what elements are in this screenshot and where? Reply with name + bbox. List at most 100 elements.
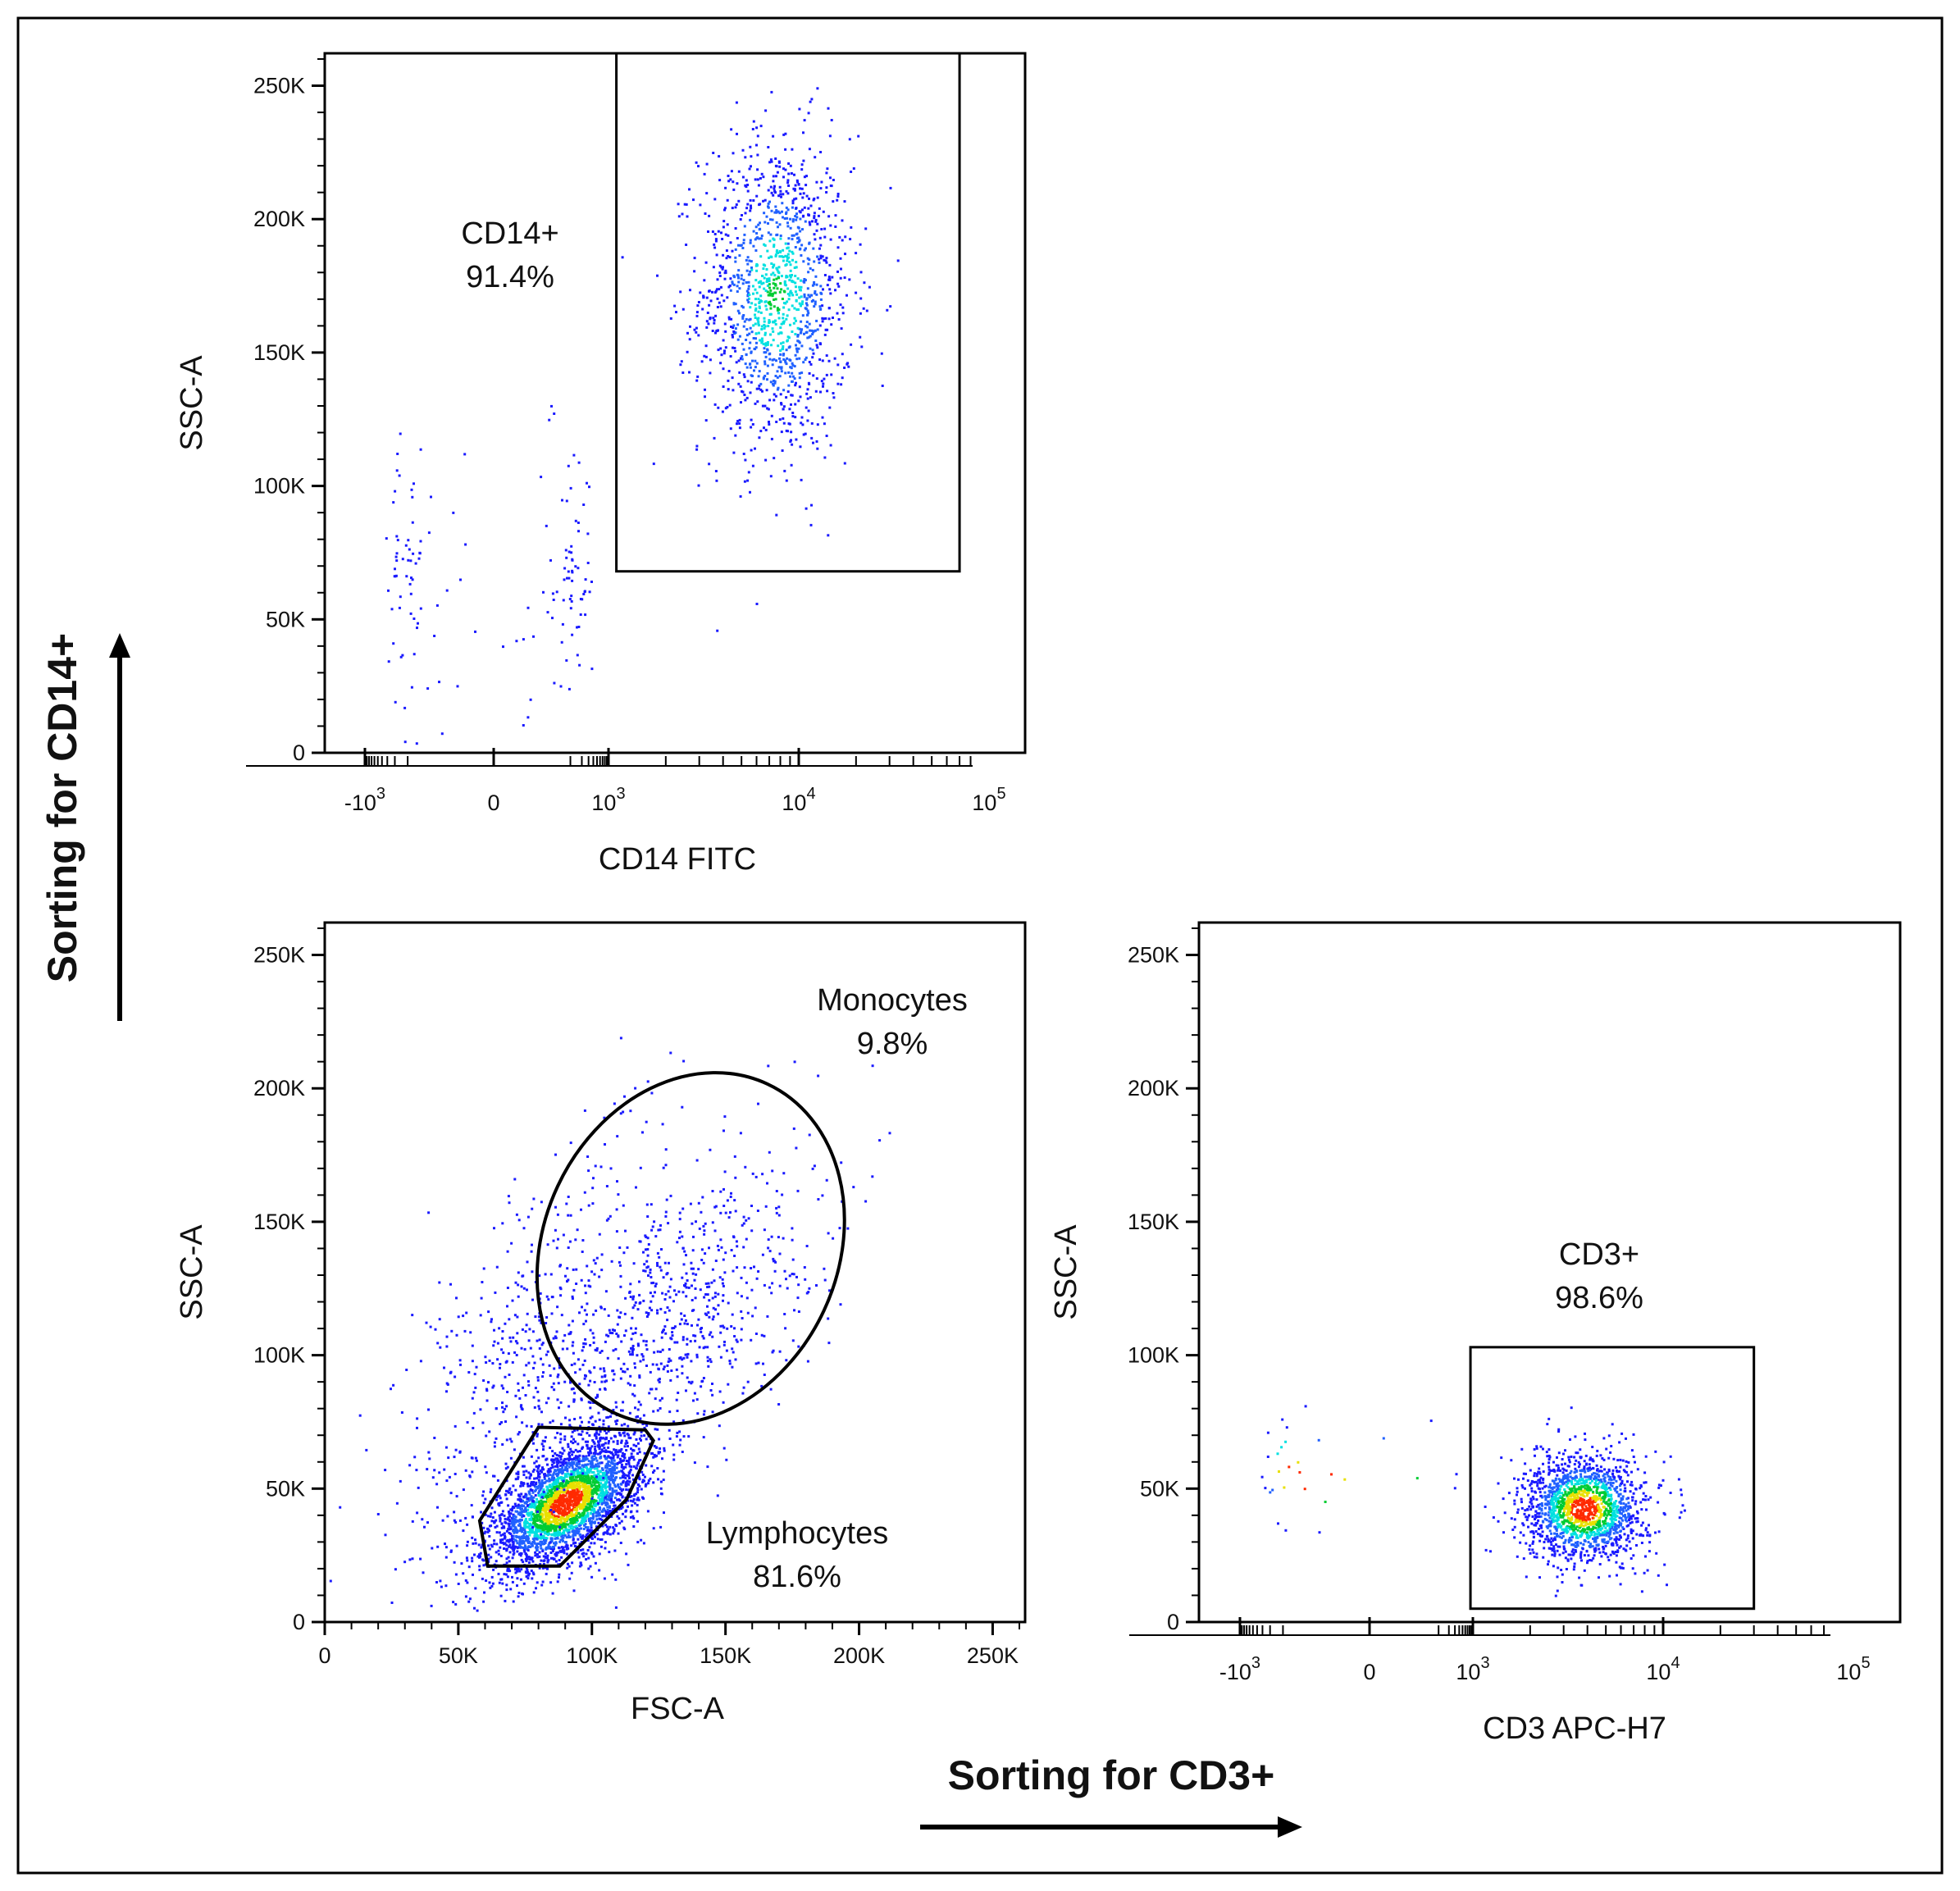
event-dot [825,191,828,194]
event-dot [540,1499,543,1502]
event-dot [558,1501,562,1504]
event-dot [636,1464,639,1467]
event-dot [640,1430,643,1433]
event-dot [805,302,808,305]
event-dot [526,1501,529,1503]
event-dot [559,1521,563,1524]
event-dot [731,280,734,284]
event-dot [571,633,574,636]
event-dot [530,1482,533,1485]
event-dot [772,1349,775,1352]
event-dot [569,1524,572,1528]
event-dot [595,1463,598,1466]
event-dot [563,1549,566,1552]
event-dot [818,207,821,210]
event-dot [823,456,827,459]
event-dot [759,125,763,128]
event-dot [756,236,759,239]
event-dot [528,1492,531,1496]
event-dot [741,317,745,320]
event-dot [607,1460,610,1464]
event-dot [522,1540,526,1543]
event-dot [453,1511,456,1514]
event-dot [749,490,751,494]
event-dot [804,220,807,223]
event-dot [396,539,399,542]
event-dot [564,1494,567,1497]
event-dot [738,335,741,338]
event-dot [577,1528,581,1531]
event-dot [739,218,742,221]
event-dot [551,1556,554,1560]
event-dot [547,1506,550,1510]
event-dot [555,1553,558,1556]
event-dot [524,1570,527,1574]
event-dot [657,1478,659,1481]
event-dot [819,298,823,301]
event-dot [576,1529,579,1533]
event-dot [785,317,788,321]
event-dot [540,1468,544,1471]
event-dot [610,1478,613,1481]
event-dot [777,271,781,275]
event-dot [760,282,763,285]
event-dot [603,1498,605,1501]
event-dot [613,1497,617,1500]
event-dot [583,1519,586,1522]
event-dot [576,1489,579,1492]
event-dot [556,1532,559,1535]
event-dot [609,1473,613,1476]
event-dot [506,1575,509,1579]
event-dot [754,288,757,291]
event-dot [523,1501,526,1505]
event-dot [769,185,773,189]
event-dot [532,635,535,638]
event-dot [577,1490,581,1493]
event-dot [780,288,783,291]
event-dot [555,1515,558,1518]
event-dot [551,1546,554,1549]
population-lymphocytes [430,1380,704,1612]
event-dot [500,1526,504,1529]
event-dot [570,1440,572,1443]
event-dot [788,294,791,297]
event-dot [570,1518,573,1520]
event-dot [598,1425,601,1429]
event-dot [783,469,786,472]
event-dot [736,1266,739,1269]
event-dot [595,1478,599,1480]
event-dot [749,306,752,309]
event-dot [634,1327,637,1330]
event-dot [588,1506,591,1509]
event-dot [814,290,817,293]
sorting-cd3-label: Sorting for CD3+ [948,1752,1275,1798]
event-dot [730,170,733,173]
event-dot [618,1486,622,1489]
event-dot [532,1517,535,1520]
event-dot [598,1418,601,1421]
event-dot [724,233,727,236]
event-dot [601,1471,604,1474]
event-dot [841,219,844,222]
event-dot [716,297,719,300]
event-dot [567,1452,571,1456]
event-dot [656,1428,659,1431]
event-dot [631,1515,635,1518]
event-dot [758,384,761,387]
event-dot [767,202,770,205]
event-dot [535,1465,538,1468]
event-dot [514,1567,517,1570]
event-dot [560,1494,563,1497]
event-dot [694,1287,697,1290]
event-dot [659,1525,663,1529]
event-dot [542,1518,545,1521]
event-dot [734,260,737,263]
event-dot [530,1481,533,1484]
event-dot [707,1365,710,1368]
event-dot [805,247,807,250]
event-dot [590,1542,593,1545]
event-dot [604,1436,608,1439]
event-dot [823,422,826,426]
event-dot [581,1537,584,1540]
event-dot [813,197,816,200]
